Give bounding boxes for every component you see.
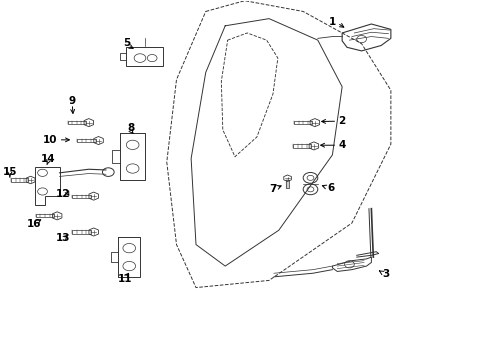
Text: 2: 2 — [338, 116, 345, 126]
Bar — [126, 46, 163, 66]
Text: 1: 1 — [328, 17, 335, 27]
Text: 8: 8 — [127, 123, 134, 133]
Text: 11: 11 — [118, 274, 132, 284]
Text: 12: 12 — [56, 189, 71, 199]
Text: 16: 16 — [27, 219, 41, 229]
Text: 13: 13 — [56, 233, 71, 243]
Text: 7: 7 — [269, 184, 276, 194]
Text: 9: 9 — [68, 96, 75, 106]
Text: 6: 6 — [326, 183, 334, 193]
Text: 14: 14 — [41, 154, 56, 164]
Text: 3: 3 — [382, 269, 389, 279]
Text: 10: 10 — [42, 135, 57, 145]
Text: 4: 4 — [338, 140, 345, 150]
Text: 15: 15 — [2, 167, 17, 177]
Text: 5: 5 — [123, 38, 130, 48]
